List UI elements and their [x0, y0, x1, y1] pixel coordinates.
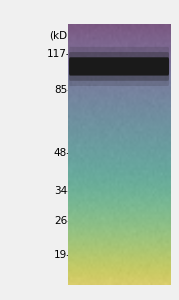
Text: (kD): (kD)	[49, 31, 71, 41]
Text: 26-: 26-	[54, 216, 71, 226]
Text: 117-: 117-	[47, 50, 71, 59]
Text: 34-: 34-	[54, 186, 71, 196]
Text: 85-: 85-	[54, 85, 71, 95]
Text: HeLa: HeLa	[99, 34, 130, 47]
FancyBboxPatch shape	[69, 47, 169, 86]
Text: 48-: 48-	[54, 148, 71, 158]
FancyBboxPatch shape	[69, 52, 169, 81]
Text: 19-: 19-	[54, 250, 71, 260]
FancyBboxPatch shape	[69, 57, 169, 76]
